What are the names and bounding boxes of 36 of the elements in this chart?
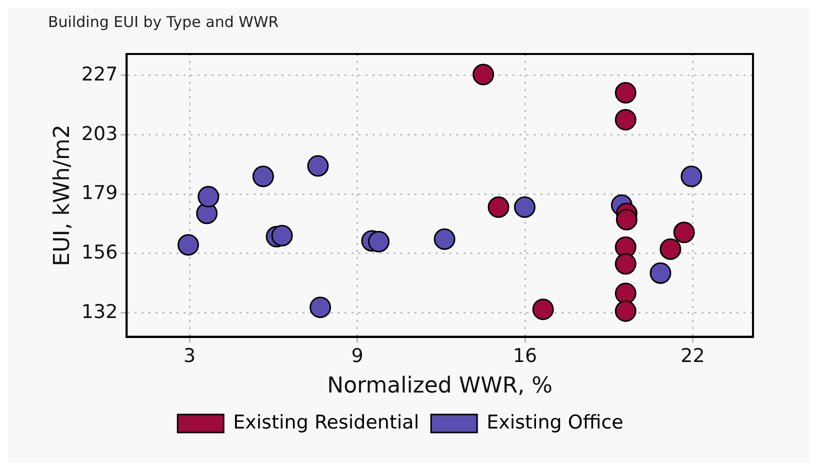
y-tick-label: 156 bbox=[81, 241, 118, 264]
legend-label: Existing Residential bbox=[233, 411, 420, 434]
y-tick-label: 132 bbox=[81, 300, 118, 323]
point bbox=[680, 166, 702, 188]
point bbox=[271, 224, 293, 246]
point bbox=[434, 228, 456, 250]
point bbox=[673, 222, 695, 244]
point bbox=[310, 296, 332, 318]
x-tick-label: 22 bbox=[680, 345, 705, 368]
point bbox=[660, 238, 682, 260]
point bbox=[178, 234, 199, 256]
x-tick-label: 9 bbox=[351, 345, 364, 368]
point bbox=[472, 64, 494, 86]
x-tick-label: 3 bbox=[184, 345, 196, 368]
point bbox=[614, 82, 636, 104]
y-axis-title: EUI, kWh/m2 bbox=[50, 124, 75, 266]
x-tick-label: 16 bbox=[512, 345, 538, 368]
point bbox=[252, 166, 274, 188]
point bbox=[614, 300, 636, 322]
point bbox=[368, 230, 390, 252]
point bbox=[198, 186, 220, 208]
legend-label: Existing Office bbox=[486, 411, 624, 434]
point bbox=[532, 298, 554, 320]
chart-title: Building EUI by Type and WWR bbox=[48, 12, 279, 31]
y-tick-label: 203 bbox=[81, 122, 118, 145]
point bbox=[514, 196, 536, 218]
point bbox=[614, 253, 636, 275]
point bbox=[650, 262, 672, 284]
point bbox=[616, 208, 638, 230]
point bbox=[614, 108, 636, 130]
point bbox=[614, 282, 636, 304]
x-axis-title: Normalized WWR, % bbox=[327, 374, 553, 399]
point bbox=[307, 155, 329, 177]
y-tick-label: 227 bbox=[81, 63, 118, 86]
y-tick-label: 179 bbox=[81, 182, 118, 204]
point bbox=[488, 196, 510, 218]
